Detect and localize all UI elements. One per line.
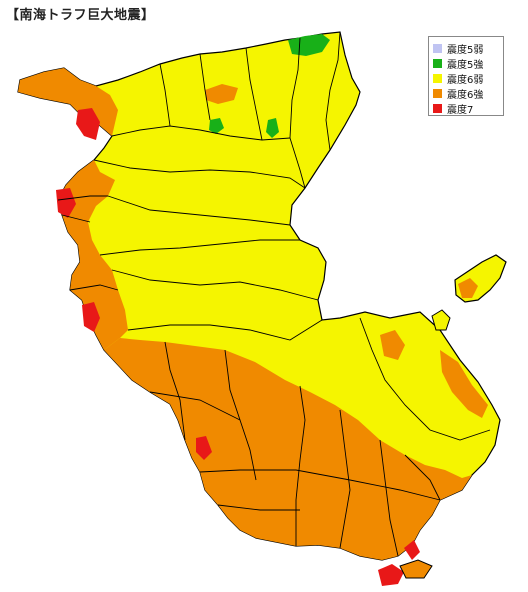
legend-swatch-intensity-6-lower — [433, 73, 442, 83]
region-intensity-6-upper-east-coast — [440, 350, 488, 418]
region-intensity-7-southwest — [196, 436, 212, 460]
region-intensity-7-south-tip — [378, 564, 404, 586]
map-title: 【南海トラフ巨大地震】 — [6, 8, 155, 23]
legend-swatch-intensity-5-upper — [433, 58, 442, 68]
region-intensity-5-upper-spot-1 — [209, 118, 224, 134]
region-intensity-7-south-coast — [404, 540, 420, 560]
legend-label-intensity-6-upper: 震度6強 — [447, 89, 484, 101]
region-intensity-5-upper-spot-2 — [266, 118, 279, 138]
legend-item-intensity-7: 震度7 — [433, 101, 499, 116]
region-intensity-5-upper-northeast — [288, 34, 330, 56]
region-east-islet — [431, 309, 451, 331]
legend-label-intensity-5-upper: 震度5強 — [447, 59, 484, 71]
legend-item-intensity-5-lower: 震度5弱 — [433, 41, 499, 56]
region-intensity-6-upper-south — [104, 338, 472, 560]
legend-item-intensity-6-lower: 震度6弱 — [433, 71, 499, 86]
region-intensity-7-northwest — [76, 108, 100, 140]
legend: 震度5弱 震度5強 震度6弱 震度6強 震度7 — [428, 36, 504, 116]
legend-swatch-intensity-6-upper — [433, 88, 442, 98]
municipal-boundaries — [57, 31, 491, 557]
region-intensity-7-west-1 — [56, 188, 76, 218]
legend-swatch-intensity-7 — [433, 103, 442, 113]
legend-item-intensity-5-upper: 震度5強 — [433, 56, 499, 71]
region-intensity-6-upper-east-spot — [380, 330, 405, 360]
region-intensity-7-west-2 — [82, 302, 100, 332]
legend-item-intensity-6-upper: 震度6強 — [433, 86, 499, 101]
legend-label-intensity-7: 震度7 — [447, 104, 474, 116]
region-intensity-6-upper-north-spot — [205, 84, 238, 104]
legend-label-intensity-5-lower: 震度5弱 — [447, 44, 484, 56]
region-south-islet — [399, 559, 433, 579]
legend-swatch-intensity-5-lower — [433, 43, 442, 53]
region-east-island-orange — [458, 278, 478, 298]
legend-label-intensity-6-lower: 震度6弱 — [447, 74, 484, 86]
